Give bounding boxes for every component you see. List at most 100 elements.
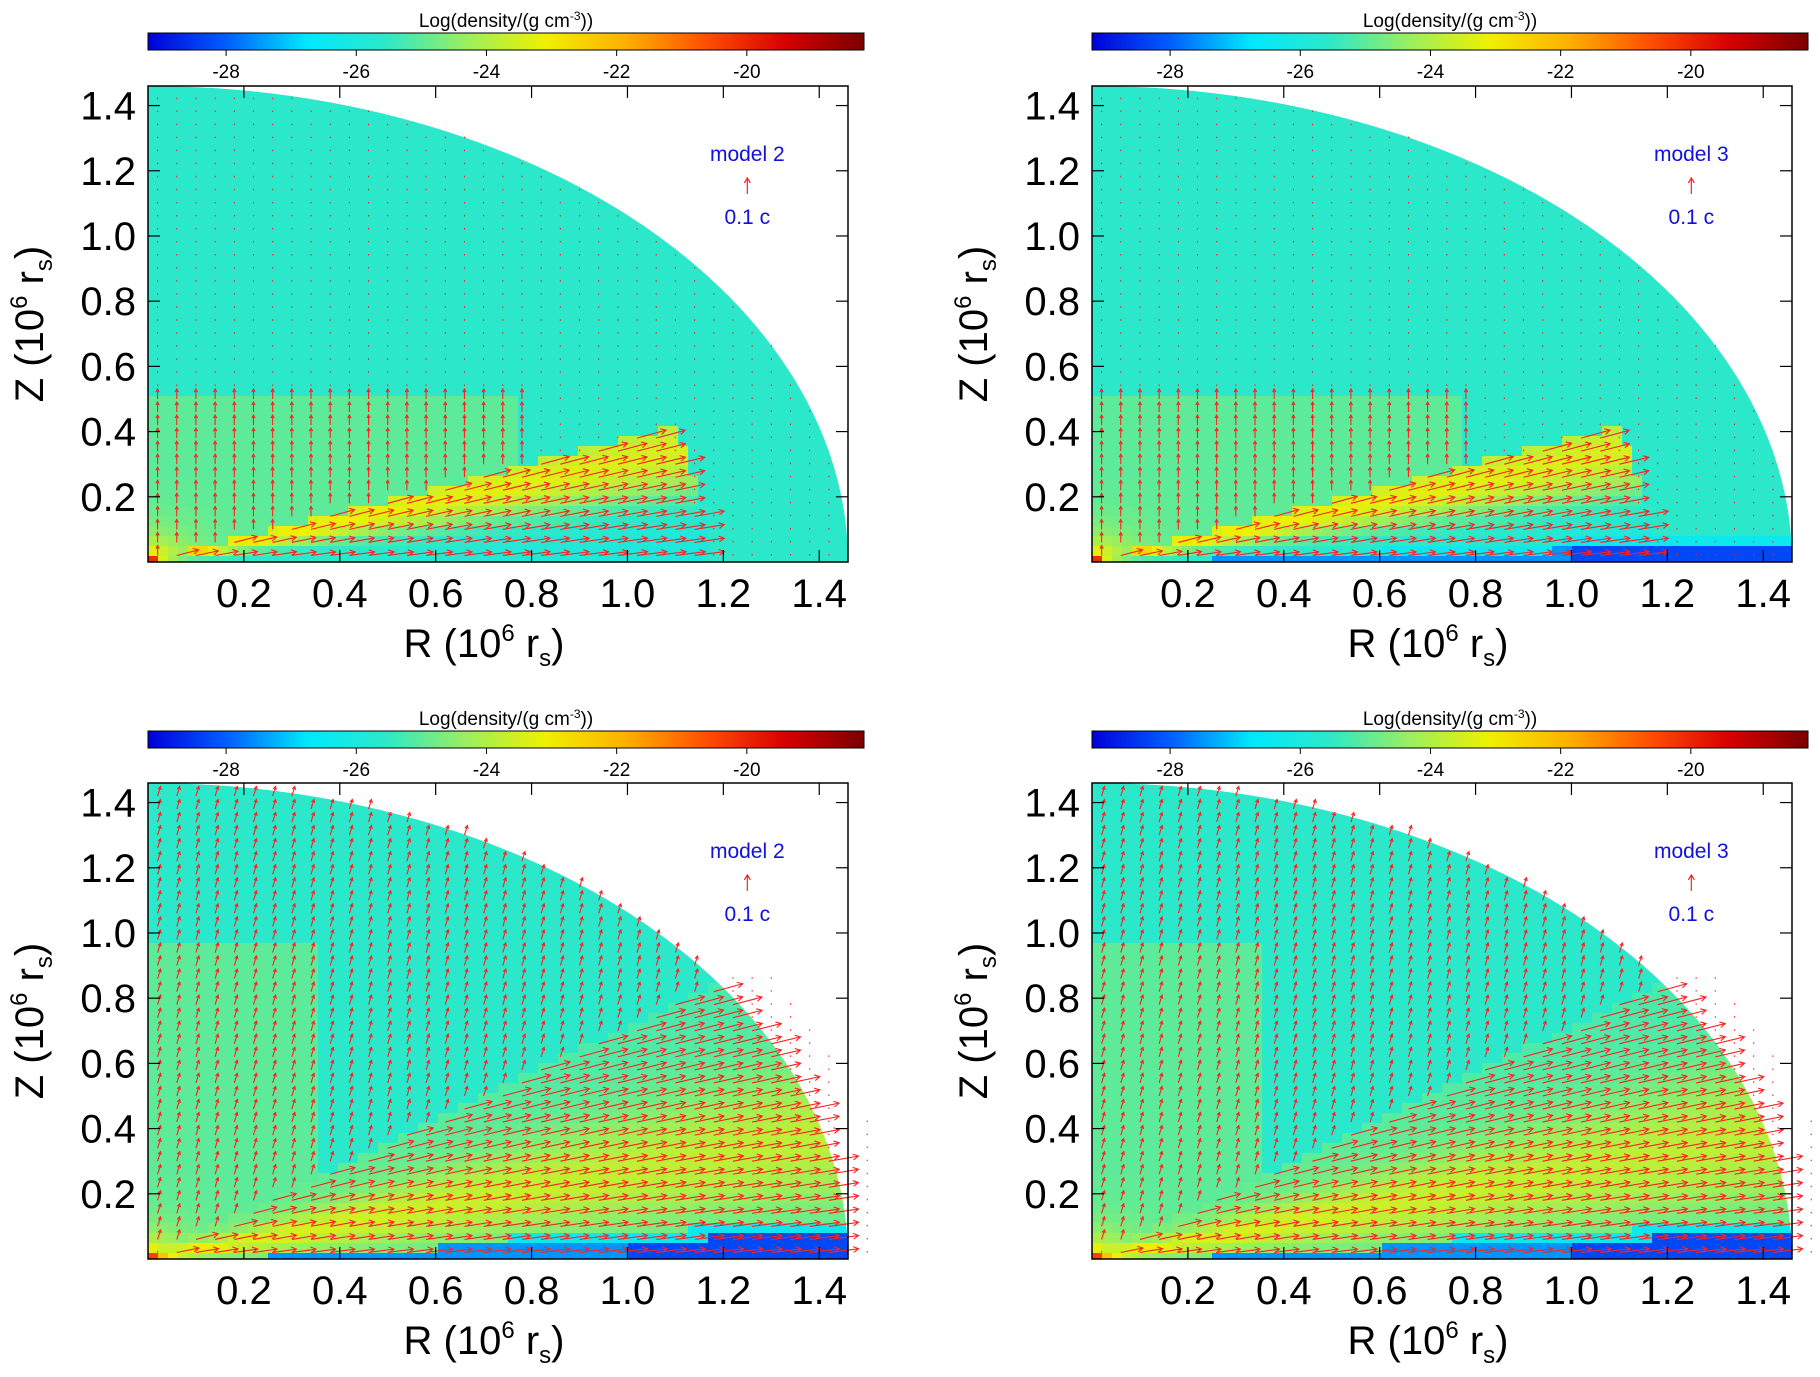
x-tick-label: 0.4 — [1256, 1269, 1312, 1313]
y-tick-label: 1.0 — [1024, 215, 1080, 259]
x-tick-label: 1.0 — [600, 572, 656, 616]
x-tick-label: 1.2 — [696, 1269, 752, 1313]
colorbar-strip — [147, 730, 865, 749]
model-label: model 3 — [1654, 143, 1729, 166]
density-field — [1092, 783, 1792, 1259]
panel-1: Log(density/(g cm-3)) -28 -26 -24 -22 -20 0.2 0… — [6, 9, 865, 672]
y-tick-label: 0.2 — [1024, 476, 1080, 520]
colorbar-tick-label: -22 — [1547, 760, 1574, 781]
x-tick-label: 0.2 — [216, 572, 272, 616]
velocity-scale-label: 0.1 c — [725, 903, 771, 926]
y-tick-label: 1.4 — [1024, 85, 1080, 129]
density-field — [1092, 86, 1792, 562]
x-tick-label: 0.8 — [1448, 572, 1504, 616]
colorbar-tick-label: -22 — [603, 62, 630, 83]
y-tick-label: 0.4 — [80, 1108, 136, 1152]
colorbar: Log(density/(g cm-3)) -28 -26 -24 -22 -20 — [1091, 9, 1809, 83]
plot-frame — [1091, 782, 1793, 1260]
colorbar-tick-label: -26 — [343, 62, 370, 83]
y-tick-label: 0.6 — [80, 345, 136, 389]
scale-arrow-head — [743, 873, 751, 881]
colorbar-tick-label: -22 — [1547, 62, 1574, 83]
colorbar-tick-label: -24 — [473, 760, 501, 781]
model-label: model 3 — [1654, 840, 1729, 863]
colorbar-tick-label: -20 — [1677, 760, 1704, 781]
plot-frame — [147, 782, 849, 1260]
y-axis-label: Z (106 rs) — [950, 943, 1002, 1099]
scale-arrow-head — [1687, 176, 1695, 184]
colorbar-tick-label: -24 — [1417, 760, 1445, 781]
colorbar-tick-label: -26 — [1287, 760, 1314, 781]
x-tick-label: 1.0 — [600, 1269, 656, 1313]
y-axis-label: Z (106 rs) — [6, 943, 58, 1099]
plot-frame — [1091, 85, 1793, 563]
y-tick-label: 0.4 — [80, 411, 136, 455]
x-tick-label: 0.6 — [1352, 572, 1408, 616]
colorbar-tick-label: -22 — [603, 760, 630, 781]
velocity-scale-label: 0.1 c — [1669, 206, 1715, 229]
colorbar-strip — [147, 32, 865, 51]
y-tick-label: 0.8 — [1024, 977, 1080, 1021]
model-label: model 2 — [710, 143, 785, 166]
x-tick-label: 0.2 — [1160, 1269, 1216, 1313]
y-tick-label: 1.0 — [1024, 912, 1080, 956]
colorbar: Log(density/(g cm-3)) -28 -26 -24 -22 -20 — [147, 707, 865, 781]
y-tick-label: 0.8 — [1024, 280, 1080, 324]
x-tick-label: 0.8 — [1448, 1269, 1504, 1313]
x-tick-label: 1.4 — [1735, 1269, 1791, 1313]
colorbar: Log(density/(g cm-3)) -28 -26 -24 -22 -20 — [147, 9, 865, 83]
velocity-arrows — [157, 785, 868, 1254]
y-tick-label: 1.4 — [80, 782, 136, 826]
x-axis-label: R (106 rs) — [1348, 620, 1509, 672]
x-tick-label: 0.8 — [504, 572, 560, 616]
colorbar-tick-label: -24 — [473, 62, 501, 83]
scale-arrow-head — [743, 176, 751, 184]
colorbar-tick-label: -26 — [343, 760, 370, 781]
panel-4: Log(density/(g cm-3)) -28 -26 -24 -22 -20 0.2 0… — [950, 707, 1812, 1369]
x-tick-label: 0.4 — [1256, 572, 1312, 616]
y-tick-label: 0.6 — [80, 1042, 136, 1086]
scale-arrow-head — [1687, 873, 1695, 881]
model-label: model 2 — [710, 840, 785, 863]
colorbar-label: Log(density/(g cm-3)) — [419, 9, 593, 32]
panel-3: Log(density/(g cm-3)) -28 -26 -24 -22 -20 0.2 0… — [6, 707, 868, 1369]
y-tick-label: 1.4 — [1024, 782, 1080, 826]
y-tick-label: 1.0 — [80, 912, 136, 956]
x-tick-label: 1.2 — [1640, 572, 1696, 616]
y-tick-label: 0.4 — [1024, 411, 1080, 455]
colorbar-tick-label: -20 — [733, 62, 760, 83]
velocity-arrows — [155, 97, 830, 557]
velocity-scale-label: 0.1 c — [725, 206, 771, 229]
x-tick-label: 0.6 — [408, 1269, 464, 1313]
x-tick-label: 0.2 — [216, 1269, 272, 1313]
y-tick-label: 0.6 — [1024, 345, 1080, 389]
x-axis-label: R (106 rs) — [404, 620, 565, 672]
colorbar-label: Log(density/(g cm-3)) — [1363, 707, 1537, 730]
velocity-arrows — [1099, 97, 1774, 557]
x-tick-label: 0.2 — [1160, 572, 1216, 616]
x-tick-label: 1.0 — [1544, 572, 1600, 616]
colorbar-label: Log(density/(g cm-3)) — [419, 707, 593, 730]
velocity-scale-label: 0.1 c — [1669, 903, 1715, 926]
x-tick-label: 0.4 — [312, 572, 368, 616]
y-tick-label: 0.2 — [1024, 1173, 1080, 1217]
colorbar-strip — [1091, 730, 1809, 749]
plot-frame — [147, 85, 849, 563]
y-tick-label: 0.8 — [80, 977, 136, 1021]
y-tick-label: 1.0 — [80, 215, 136, 259]
colorbar-tick-label: -28 — [1156, 760, 1183, 781]
colorbar-tick-label: -28 — [1156, 62, 1183, 83]
y-tick-label: 1.2 — [80, 150, 136, 194]
density-field — [148, 783, 848, 1259]
x-axis-label: R (106 rs) — [1348, 1317, 1509, 1369]
velocity-arrows — [1101, 785, 1812, 1254]
x-tick-label: 0.8 — [504, 1269, 560, 1313]
y-tick-label: 0.6 — [1024, 1042, 1080, 1086]
x-tick-label: 0.4 — [312, 1269, 368, 1313]
y-tick-label: 0.8 — [80, 280, 136, 324]
y-axis-label: Z (106 rs) — [950, 246, 1002, 402]
x-tick-label: 1.4 — [791, 572, 847, 616]
colorbar-tick-label: -26 — [1287, 62, 1314, 83]
x-tick-label: 1.4 — [1735, 572, 1791, 616]
